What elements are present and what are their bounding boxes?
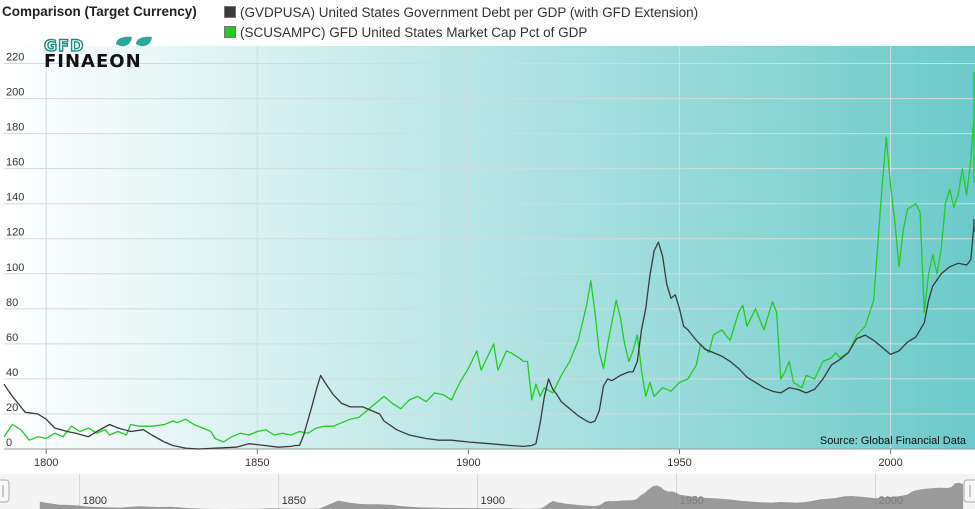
y-tick-label-80: 80 [6,297,18,309]
legend: Comparison (Target Currency) (GVDPUSA) U… [0,0,975,46]
series-group [3,71,975,450]
legend-swatch-market-cap [224,26,236,38]
y-tick-label-60: 60 [6,332,18,344]
y-tick-label-180: 180 [6,122,24,134]
grid-lines [4,46,975,450]
y-tick-label-0: 0 [6,437,12,449]
series-line-1 [3,71,975,443]
x-tick-label-2000: 2000 [878,457,902,469]
navigator-area [39,482,964,509]
y-tick-label-100: 100 [6,262,24,274]
legend-swatch-debt [224,6,236,18]
y-tick-label-140: 140 [6,192,24,204]
series-line-0 [3,218,975,450]
nav-tick-label-1800: 1800 [83,495,107,507]
y-tick-label-120: 120 [6,227,24,239]
navigator-handle-right[interactable] [963,479,975,503]
y-tick-label-220: 220 [6,52,24,64]
logo-text-gfd: GFD [43,35,85,55]
y-tick-label-200: 200 [6,87,24,99]
x-tick-label-1900: 1900 [456,457,480,469]
x-tick-label-1850: 1850 [245,457,269,469]
y-tick-label-160: 160 [6,157,24,169]
logo-text-finaeon: FINAEON [44,51,142,72]
nav-tick-label-1900: 1900 [481,495,505,507]
x-axis: 1800 1850 1900 1950 2000 [4,448,975,469]
source-label: Source: Global Financial Data [820,435,967,447]
legend-item-market-cap[interactable]: (SCUSAMPC) GFD United States Market Cap … [224,23,587,41]
chart-title: Comparison (Target Currency) [2,4,197,19]
x-tick-label-1800: 1800 [34,457,58,469]
plot-background [4,46,975,449]
legend-item-debt[interactable]: (GVDPUSA) United States Government Debt … [224,3,698,21]
leaf-icon [116,36,152,47]
legend-label-debt: (GVDPUSA) United States Government Debt … [240,4,699,20]
gfd-finaeon-logo: GFD FINAEON [43,35,184,72]
nav-tick-label-1850: 1850 [282,495,306,507]
navigator-handle-left[interactable] [0,479,10,503]
legend-label-market-cap: (SCUSAMPC) GFD United States Market Cap … [240,24,588,40]
y-tick-label-20: 20 [6,402,18,414]
y-axis: 0 20 40 60 80 100 120 140 160 180 200 220 [6,52,24,449]
x-tick-label-1950: 1950 [667,457,691,469]
y-tick-label-40: 40 [6,367,18,379]
